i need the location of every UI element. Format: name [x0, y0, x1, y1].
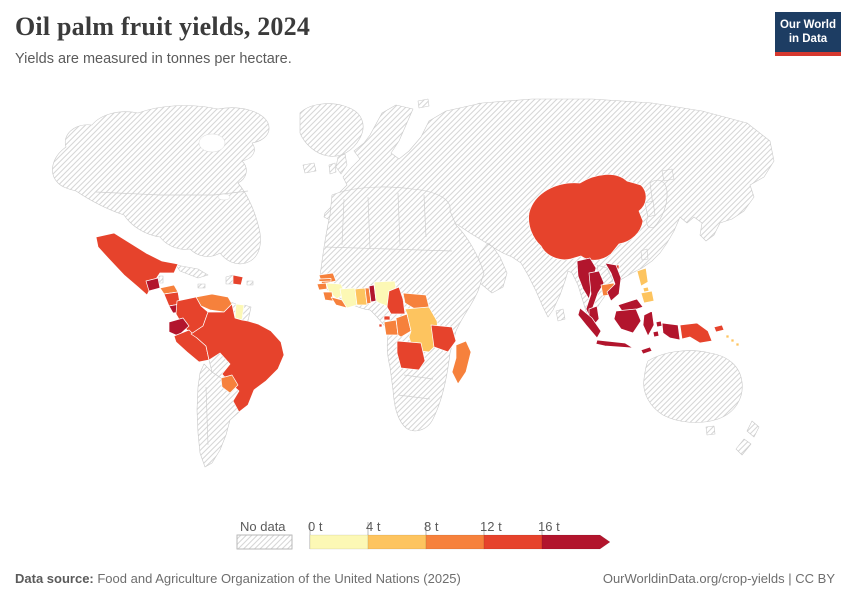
country-cuba[interactable] — [175, 264, 209, 279]
island-tasmania — [705, 425, 716, 436]
country-dominican-republic[interactable] — [232, 274, 244, 286]
country-guinea-bissau[interactable] — [316, 282, 328, 291]
hudson-bay — [198, 133, 226, 153]
country-congo[interactable] — [395, 313, 412, 338]
country-cameroon[interactable] — [386, 286, 406, 315]
owid-logo[interactable]: Our World in Data — [775, 12, 841, 56]
border-sahel — [324, 246, 453, 252]
country-jamaica[interactable] — [197, 283, 206, 289]
chart-header: Oil palm fruit yields, 2024 Yields are m… — [15, 12, 755, 67]
country-cote-divoire[interactable] — [339, 287, 358, 309]
country-brazil[interactable] — [190, 303, 285, 413]
country-taiwan[interactable] — [640, 248, 649, 261]
country-sao-tome-and-principe[interactable] — [378, 323, 383, 328]
legend-tick-label-3: 12 t — [480, 519, 502, 534]
legend-tick-label-0: 0 t — [308, 519, 323, 534]
data-source-line: Data source: Food and Agriculture Organi… — [15, 571, 461, 586]
country-tanzania[interactable] — [430, 324, 457, 353]
landmass-north-america — [52, 105, 270, 265]
island-svalbard — [417, 98, 430, 109]
border-us-canada — [95, 190, 249, 196]
island-ireland — [328, 162, 337, 175]
border-sahara-4 — [423, 194, 427, 238]
border-sahara-3 — [397, 192, 401, 246]
legend-bin-8-12[interactable] — [425, 534, 485, 550]
country-sri-lanka[interactable] — [555, 308, 566, 322]
page-title: Oil palm fruit yields, 2024 — [15, 12, 311, 41]
legend-bin-12-16[interactable] — [483, 534, 543, 550]
country-solomon-islands[interactable] — [725, 334, 740, 347]
country-paraguay[interactable] — [220, 374, 239, 394]
legend-tick-label-4: 16 t — [538, 519, 560, 534]
country-ghana[interactable] — [354, 287, 368, 306]
island-uk — [335, 153, 348, 175]
legend-bin-0-4[interactable] — [309, 534, 369, 550]
border-sahara-1 — [341, 198, 345, 246]
great-lakes — [217, 193, 231, 201]
island-iceland — [302, 162, 317, 174]
country-china[interactable] — [528, 174, 647, 270]
legend-no-data-swatch[interactable] — [236, 534, 293, 550]
country-suriname[interactable] — [234, 303, 245, 321]
border-chile-argentina — [205, 386, 209, 446]
border-southern-africa — [397, 374, 434, 400]
legend-bin-4-8[interactable] — [367, 534, 427, 550]
owid-logo-line1: Our World — [779, 19, 836, 31]
country-south-korea[interactable] — [644, 200, 656, 218]
country-gambia[interactable] — [318, 278, 332, 282]
country-madagascar[interactable] — [451, 340, 472, 385]
legend-tick-label-2: 8 t — [424, 519, 439, 534]
legend-tick-label-1: 4 t — [366, 519, 381, 534]
world-map — [0, 95, 850, 515]
credit-link[interactable]: OurWorldinData.org/crop-yields | CC BY — [602, 571, 835, 586]
owid-logo-line2: in Data — [788, 33, 828, 46]
country-philippines[interactable] — [636, 267, 655, 304]
country-sierra-leone[interactable] — [322, 291, 334, 302]
landmass-australia — [643, 350, 743, 423]
chart-subtitle: Yields are measured in tonnes per hectar… — [15, 51, 292, 67]
country-vietnam[interactable] — [604, 262, 622, 302]
map-legend: No data 0 t 4 t 8 t 12 t 16 t — [0, 512, 850, 554]
legend-no-data-label: No data — [240, 519, 286, 534]
country-new-zealand — [735, 420, 760, 456]
country-ecuador[interactable] — [168, 317, 190, 337]
country-haiti[interactable] — [225, 274, 234, 285]
legend-bin-16-plus[interactable] — [541, 534, 611, 550]
country-papua-new-guinea[interactable] — [679, 322, 725, 344]
country-mexico[interactable] — [95, 232, 179, 296]
chart-footer: Data source: Food and Agriculture Organi… — [15, 571, 835, 586]
country-belize[interactable] — [158, 275, 164, 284]
country-indonesia[interactable] — [577, 307, 681, 355]
border-sahara-2 — [367, 196, 371, 250]
country-angola[interactable] — [396, 340, 426, 371]
data-source-label: Data source: — [15, 571, 94, 586]
landmass-greenland — [299, 103, 364, 157]
country-equatorial-guinea[interactable] — [383, 315, 391, 321]
country-gabon[interactable] — [383, 319, 399, 336]
country-puerto-rico[interactable] — [246, 280, 254, 286]
data-source-text: Food and Agriculture Organization of the… — [93, 571, 461, 586]
